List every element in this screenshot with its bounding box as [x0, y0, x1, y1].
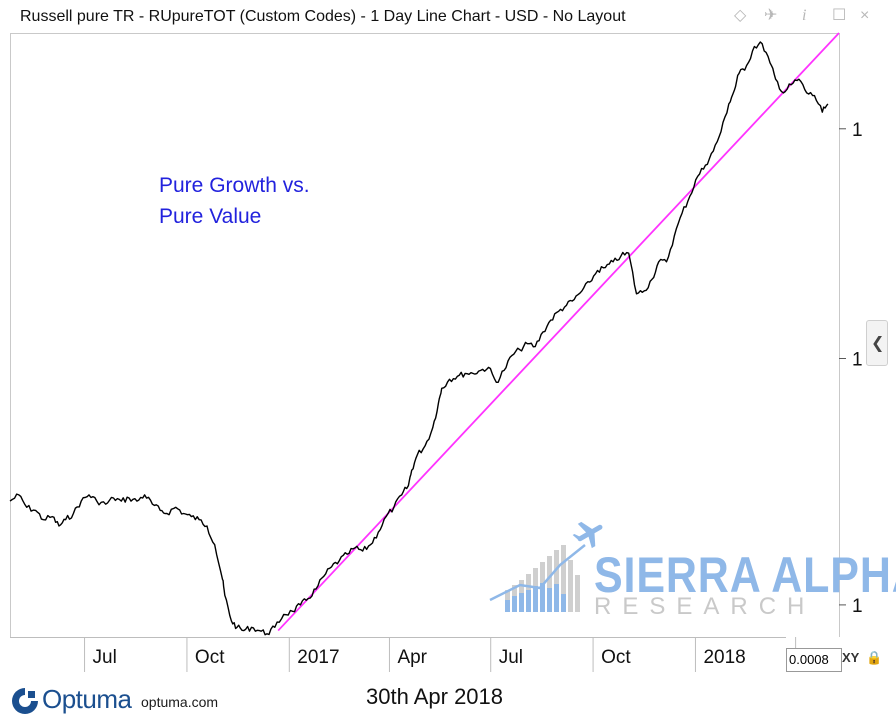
- y-axis-ticks: 1 1 1: [839, 120, 863, 617]
- x-tick-label: 2018: [703, 647, 745, 668]
- annotation-line-2: Pure Value: [159, 205, 262, 228]
- x-tick-label: Jul: [93, 647, 117, 668]
- diamond-icon[interactable]: ◇: [734, 7, 747, 24]
- y-tick-label: 1: [852, 596, 863, 617]
- chart-annotation: Pure Growth vs. Pure Value: [159, 170, 310, 232]
- price-series-line: [9, 41, 829, 636]
- series-layer: [9, 41, 829, 636]
- trend-line: [277, 32, 840, 632]
- plot-area[interactable]: [10, 33, 840, 638]
- x-tick-label: 2017: [297, 647, 339, 668]
- chart-title-bar: Russell pure TR - RUpureTOT (Custom Code…: [0, 0, 896, 32]
- optuma-url[interactable]: optuma.com: [141, 694, 219, 710]
- close-icon[interactable]: ×: [860, 7, 870, 24]
- side-panel-toggle[interactable]: ❮: [866, 320, 888, 366]
- watermark-sub: RESEARCH: [594, 593, 816, 620]
- pin-icon[interactable]: ✈: [764, 7, 778, 24]
- x-tick-label: Apr: [397, 647, 427, 668]
- cursor-value-field[interactable]: 0.0008: [786, 648, 842, 672]
- watermark-name: SIERRA ALPHA: [594, 547, 896, 603]
- chart-date: 30th Apr 2018: [366, 684, 504, 709]
- y-tick-label: 1: [852, 120, 863, 141]
- trend-layer: [277, 32, 840, 632]
- maximize-icon[interactable]: ☐: [832, 7, 847, 24]
- x-tick-label: Oct: [195, 647, 225, 668]
- annotation-line-1: Pure Growth vs.: [159, 174, 310, 197]
- optuma-brand: Optuma: [42, 684, 132, 714]
- x-axis-ticks: JulOct2017AprJulOct2018A: [84, 637, 817, 672]
- x-tick-label: Jul: [499, 647, 523, 668]
- x-tick-label: Oct: [601, 647, 631, 668]
- x-axis[interactable]: [10, 637, 786, 674]
- y-axis[interactable]: [839, 33, 870, 637]
- optuma-logo-icon: [12, 688, 38, 714]
- info-icon[interactable]: i: [802, 7, 807, 24]
- chevron-left-icon: ❮: [871, 335, 885, 352]
- lock-icon[interactable]: 🔒: [866, 650, 883, 665]
- xy-toggle[interactable]: XY: [842, 650, 860, 665]
- y-tick-label: 1: [852, 349, 863, 370]
- chart-title: Russell pure TR - RUpureTOT (Custom Code…: [20, 8, 626, 25]
